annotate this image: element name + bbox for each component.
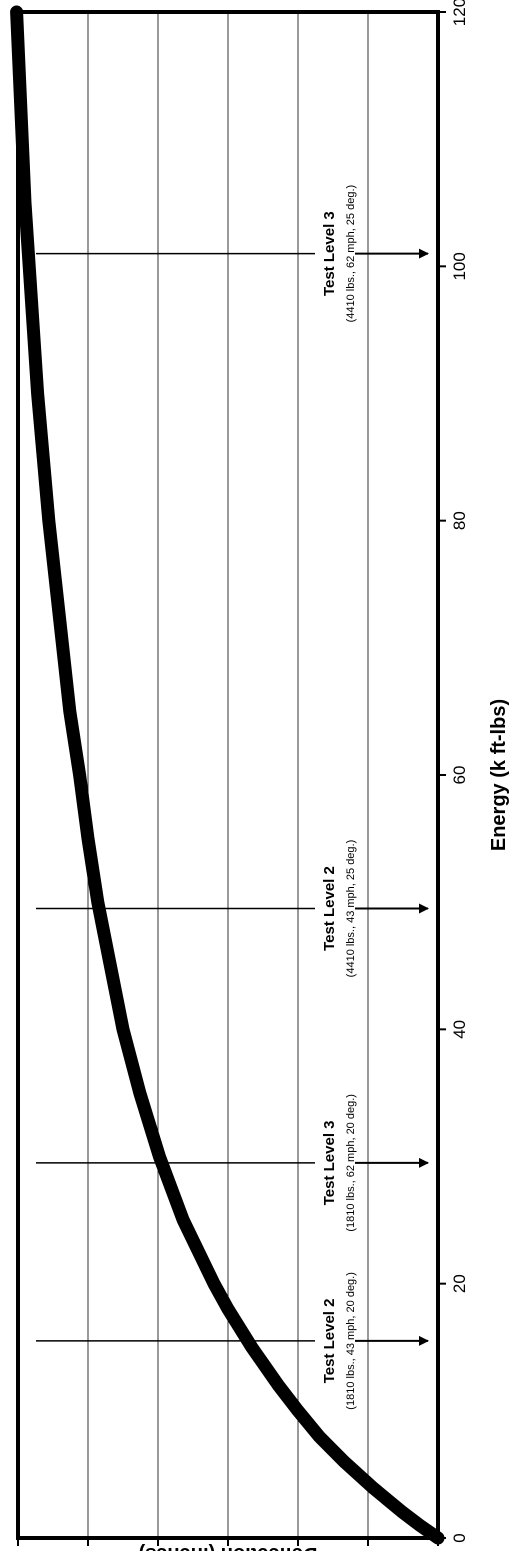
x-tick-label: 120 [450,0,469,26]
x-axis-title: Energy (k ft-lbs) [488,699,510,851]
test-level-sublabel-4: (4410 lbs., 62 mph, 25 deg.) [345,185,357,323]
x-tick-label: 40 [450,1020,469,1039]
test-level-label-1: Test Level 2 [321,1299,338,1384]
test-level-sublabel-3: (4410 lbs., 43 mph, 25 deg.) [345,840,357,978]
x-tick-label: 20 [450,1274,469,1293]
test-level-label-4: Test Level 3 [321,211,338,296]
y-axis-title: Deflection (inches) [139,1543,318,1551]
x-tick-label: 60 [450,766,469,785]
x-tick-label: 80 [450,511,469,530]
test-level-sublabel-1: (1810 lbs., 43 mph, 20 deg.) [345,1272,357,1410]
deflection-curve [10,5,445,1545]
test-level-label-3: Test Level 2 [321,866,338,951]
x-tick-label: 0 [450,1533,469,1542]
test-level-label-2: Test Level 3 [321,1120,338,1205]
test-level-sublabel-2: (1810 lbs., 62 mph, 20 deg.) [345,1094,357,1232]
x-tick-label: 100 [450,252,469,280]
